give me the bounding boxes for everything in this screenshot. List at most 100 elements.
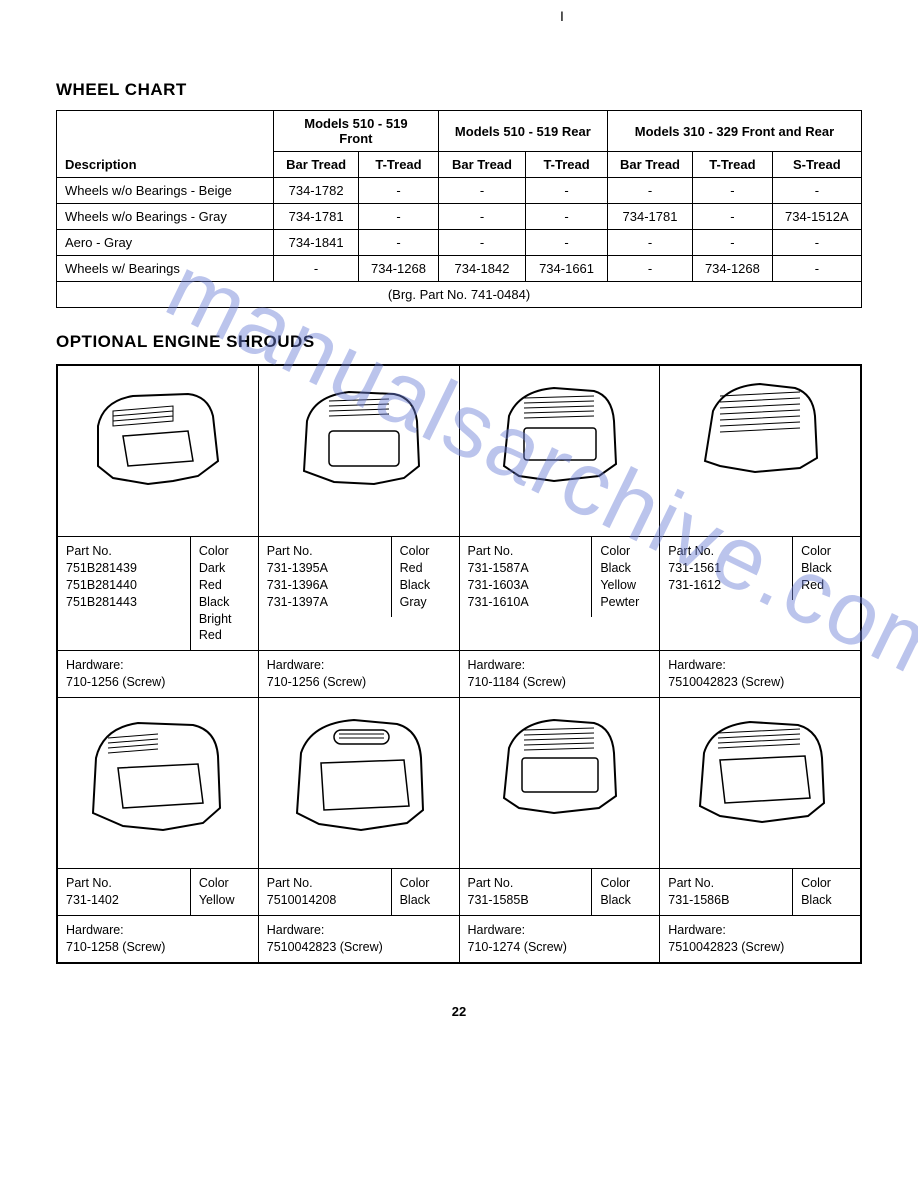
group-header-2: Models 310 - 329 Front and Rear [607, 111, 861, 152]
part-no: 7510014208 [267, 893, 337, 907]
col-header: S-Tread [772, 152, 861, 178]
part-no: 731-1586B [668, 893, 729, 907]
part-no: 731-1585B [468, 893, 529, 907]
color-label: Color [400, 544, 430, 558]
color-label: Color [801, 544, 831, 558]
table-row: Wheels w/ Bearings - 734-1268 734-1842 7… [57, 256, 862, 282]
data-cell: 734-1781 [274, 204, 359, 230]
color-val: Red [801, 578, 824, 592]
part-block: Part No. 751B281439 751B281440 751B28144… [58, 537, 191, 650]
col-header: T-Tread [526, 152, 608, 178]
col-header: T-Tread [359, 152, 439, 178]
color-block: Color Black [793, 869, 860, 915]
shroud-image-cell [258, 366, 459, 537]
hw-label: Hardware: [66, 923, 124, 937]
data-cell: 734-1268 [359, 256, 439, 282]
data-cell: - [607, 230, 692, 256]
shroud-info-cell: Part No. 731-1587A 731-1603A 731-1610A C… [459, 537, 660, 651]
hw-val: 7510042823 (Screw) [267, 940, 383, 954]
hw-val: 710-1258 (Screw) [66, 940, 165, 954]
hw-label: Hardware: [66, 658, 124, 672]
shroud-image-row [58, 698, 861, 869]
color-val: Red [199, 628, 222, 642]
data-cell: - [772, 230, 861, 256]
hw-label: Hardware: [668, 658, 726, 672]
color-block: Color Black [392, 869, 459, 915]
data-cell: 734-1268 [693, 256, 773, 282]
color-val: Black [400, 578, 431, 592]
col-header: Bar Tread [607, 152, 692, 178]
shroud-hw-cell: Hardware: 7510042823 (Screw) [660, 651, 861, 698]
part-no: 731-1610A [468, 595, 529, 609]
hw-val: 7510042823 (Screw) [668, 675, 784, 689]
wheel-footer-cell: (Brg. Part No. 741-0484) [57, 282, 862, 308]
data-cell: - [274, 256, 359, 282]
group-header-0: Models 510 - 519Front [274, 111, 439, 152]
data-cell: 734-1841 [274, 230, 359, 256]
color-block: Color Yellow [191, 869, 258, 915]
engine-shroud-icon [78, 366, 238, 506]
color-val: Yellow [600, 578, 636, 592]
hw-val: 710-1256 (Screw) [267, 675, 366, 689]
wheel-chart-heading: WHEEL CHART [56, 80, 862, 100]
color-val: Black [801, 561, 832, 575]
data-cell: - [693, 204, 773, 230]
desc-cell: Wheels w/ Bearings [57, 256, 274, 282]
part-no: 731-1397A [267, 595, 328, 609]
part-label: Part No. [668, 544, 714, 558]
data-cell: - [693, 178, 773, 204]
part-no: 731-1395A [267, 561, 328, 575]
data-cell: - [359, 178, 439, 204]
color-label: Color [801, 876, 831, 890]
color-val: Black [199, 595, 230, 609]
shroud-hw-cell: Hardware:710-1184 (Screw) [459, 651, 660, 698]
shroud-image-cell [58, 698, 259, 869]
desc-header: Description [57, 111, 274, 178]
wheel-footer-row: (Brg. Part No. 741-0484) [57, 282, 862, 308]
color-val: Black [600, 893, 631, 907]
hw-label: Hardware: [668, 923, 726, 937]
part-block: Part No. 7510014208 [259, 869, 392, 915]
part-label: Part No. [267, 876, 313, 890]
color-label: Color [600, 544, 630, 558]
color-val: Black [400, 893, 431, 907]
color-val: Yellow [199, 893, 235, 907]
color-label: Color [600, 876, 630, 890]
engine-shroud-icon [484, 698, 634, 828]
shroud-info-cell: Part No. 731-1561 731-1612 Color Black R… [660, 537, 861, 651]
part-no: 751B281443 [66, 595, 137, 609]
part-block: Part No. 731-1402 [58, 869, 191, 915]
data-cell: - [359, 230, 439, 256]
hw-val: 7510042823 (Screw) [668, 940, 784, 954]
shroud-info-cell: Part No. 731-1586B Color Black [660, 869, 861, 916]
shroud-image-row [58, 366, 861, 537]
shroud-hw-cell: Hardware: 7510042823 (Screw) [660, 915, 861, 962]
color-label: Color [199, 544, 229, 558]
part-no: 731-1603A [468, 578, 529, 592]
shrouds-heading: OPTIONAL ENGINE SHROUDS [56, 332, 862, 352]
shroud-image-cell [58, 366, 259, 537]
shroud-image-cell [660, 698, 861, 869]
shrouds-table-wrap: Part No. 751B281439 751B281440 751B28144… [56, 364, 862, 964]
data-cell: 734-1781 [607, 204, 692, 230]
data-cell: - [526, 178, 608, 204]
col-header: Bar Tread [274, 152, 359, 178]
color-val: Red [400, 561, 423, 575]
desc-cell: Wheels w/o Bearings - Gray [57, 204, 274, 230]
shroud-hw-row: Hardware: 710-1256 (Screw) Hardware:710-1… [58, 651, 861, 698]
engine-shroud-icon [279, 366, 439, 506]
desc-cell: Wheels w/o Bearings - Beige [57, 178, 274, 204]
color-val: Dark Red [199, 561, 225, 592]
hw-label: Hardware: [468, 658, 526, 672]
page-tick-mark: I [560, 8, 564, 24]
part-label: Part No. [66, 876, 112, 890]
table-row: Wheels w/o Bearings - Beige 734-1782 - -… [57, 178, 862, 204]
page-container: I WHEEL CHART Description Models 510 - 5… [0, 0, 918, 1059]
shroud-hw-cell: Hardware: 710-1256 (Screw) [258, 651, 459, 698]
part-block: Part No. 731-1561 731-1612 [660, 537, 793, 600]
part-block: Part No. 731-1587A 731-1603A 731-1610A [460, 537, 593, 617]
shroud-info-cell: Part No. 731-1402 Color Yellow [58, 869, 259, 916]
hw-label: Hardware: [267, 658, 325, 672]
data-cell: - [438, 204, 525, 230]
part-block: Part No. 731-1585B [460, 869, 593, 915]
